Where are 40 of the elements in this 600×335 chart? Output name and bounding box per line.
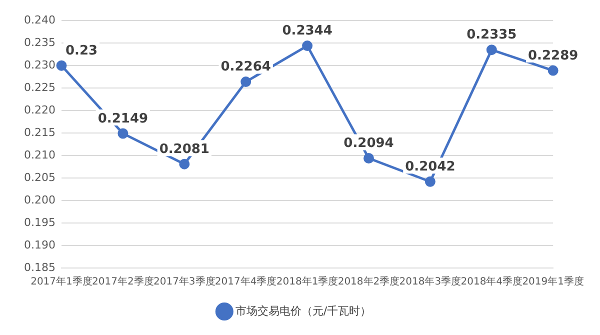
y-tick-label: 0.230	[24, 58, 56, 72]
legend-label: 市场交易电价（元/千瓦时）	[235, 304, 372, 318]
point	[179, 158, 190, 170]
y-tick-label: 0.215	[24, 126, 56, 139]
x-tick-label: 2018年3季度	[399, 276, 462, 288]
data-label: 0.2081	[159, 142, 210, 157]
x-tick-label: 2017年2季度	[92, 276, 154, 288]
data-label: 0.2335	[466, 28, 517, 43]
point	[486, 44, 497, 56]
y-tick-label: 0.195	[24, 216, 56, 229]
y-tick-label: 0.225	[24, 80, 56, 94]
point	[118, 128, 128, 139]
data-label: 0.23	[65, 43, 98, 58]
y-tick-label: 0.210	[24, 148, 56, 162]
point	[424, 176, 436, 187]
x-tick-label: 2017年4季度	[214, 276, 277, 288]
y-tick-label: 0.200	[24, 193, 56, 206]
point	[240, 76, 252, 88]
point	[363, 152, 374, 164]
x-tick-label: 2018年4季度	[460, 276, 523, 288]
y-tick-label: 0.220	[24, 103, 56, 116]
y-tick-label: 0.235	[24, 36, 56, 49]
x-tick-label: 2017年1季度	[30, 276, 92, 288]
point	[56, 60, 67, 71]
x-tick-label: 2018年2季度	[338, 276, 400, 288]
point	[302, 40, 313, 52]
point	[548, 65, 558, 76]
data-label: 0.2344	[282, 24, 332, 39]
y-tick-label: 0.190	[24, 238, 56, 252]
data-label: 0.2149	[98, 111, 148, 126]
data-label: 0.2042	[405, 160, 456, 175]
x-tick-label: 2017年3季度	[153, 276, 216, 288]
x-tick-label: 2018年1季度	[276, 276, 338, 288]
x-tick-label: 2019年1季度	[522, 276, 584, 288]
y-tick-label: 0.240	[24, 13, 56, 26]
data-label: 0.2094	[344, 136, 394, 152]
y-tick-label: 0.205	[24, 170, 56, 184]
data-label: 0.2264	[220, 60, 271, 75]
data-label: 0.2289	[528, 48, 578, 64]
y-tick-label: 0.185	[24, 260, 56, 274]
